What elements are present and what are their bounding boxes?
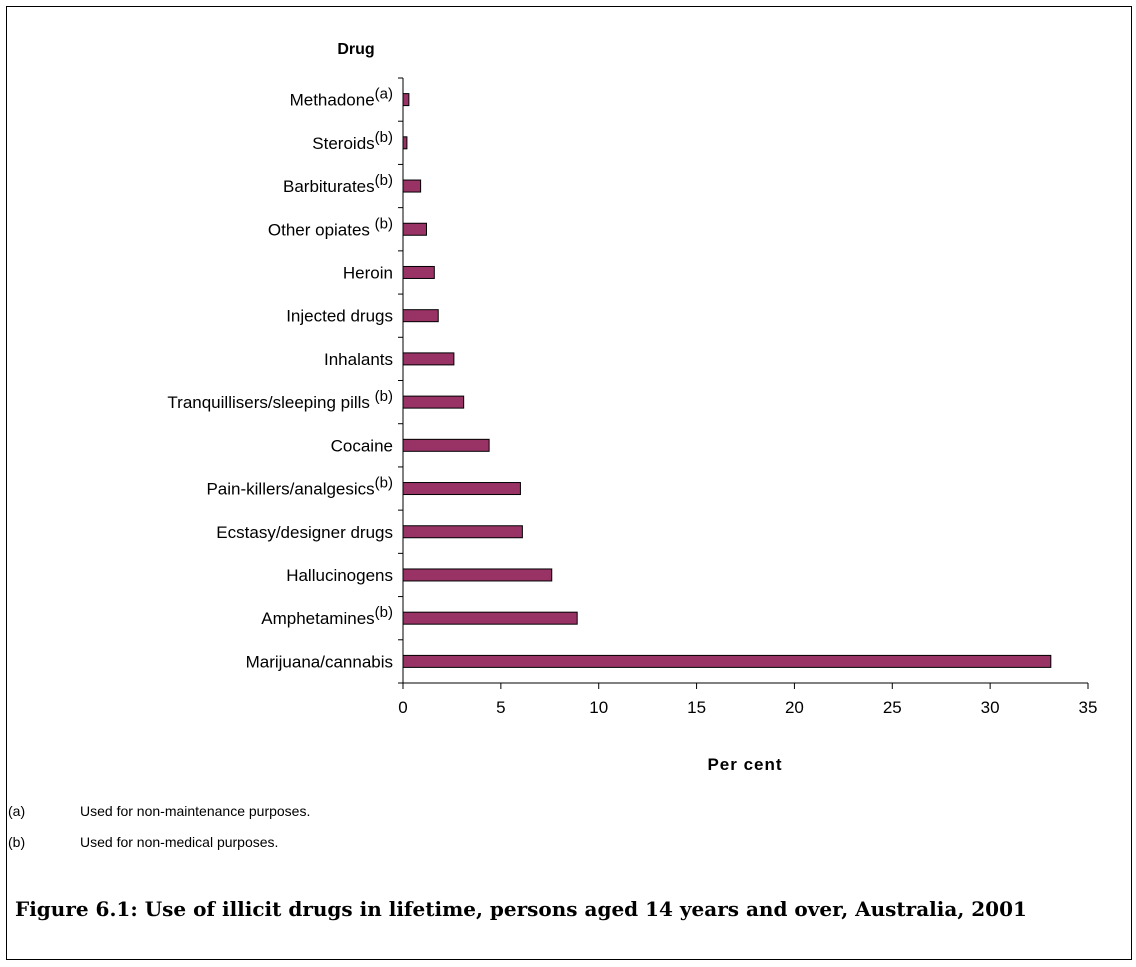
category-label: Hallucinogens (286, 566, 393, 585)
bar (402, 654, 1052, 668)
bar (402, 568, 553, 582)
footnote-b-marker: (b) (8, 834, 26, 850)
category-label: Heroin (343, 263, 393, 282)
figure-caption: Figure 6.1: Use of illicit drugs in life… (15, 897, 1027, 921)
footnote-a-text: Used for non-maintenance purposes. (80, 803, 311, 819)
category-label: Barbiturates(b) (283, 172, 393, 196)
bar (402, 611, 578, 625)
category-label: Other opiates (b) (268, 215, 393, 239)
category-label: Methadone(a) (290, 86, 393, 110)
footnote-a-marker: (a) (8, 803, 26, 819)
footnote-b-text: Used for non-medical purposes. (80, 834, 279, 850)
x-tick-label: 15 (687, 698, 706, 717)
figure-frame (6, 6, 1132, 960)
bar (402, 438, 490, 452)
x-tick-label: 35 (1079, 698, 1098, 717)
bar (402, 179, 422, 193)
bar (402, 352, 455, 366)
category-label: Inhalants (324, 350, 393, 369)
x-tick-label: 0 (398, 698, 407, 717)
category-label: Cocaine (331, 436, 393, 455)
bar (402, 395, 465, 409)
category-label: Injected drugs (286, 307, 393, 326)
x-tick-label: 30 (981, 698, 1000, 717)
bar (402, 482, 521, 496)
category-label: Ecstasy/designer drugs (216, 523, 393, 542)
bar (402, 222, 427, 236)
bar-chart: 0 5 10 15 20 25 30 35 Methadone(a) Steroids(b) Ba… (167, 41, 1098, 774)
category-label: Pain-killers/analgesics(b) (206, 475, 393, 499)
x-tick-label: 25 (883, 698, 902, 717)
bar (402, 136, 408, 150)
category-label: Marijuana/cannabis (246, 652, 393, 671)
bar (402, 265, 435, 279)
bar (402, 309, 439, 323)
bar (402, 93, 410, 107)
x-axis-title: Per cent (707, 755, 782, 774)
x-tick-label: 10 (589, 698, 608, 717)
category-label: Steroids(b) (312, 129, 393, 153)
bars-group (402, 93, 1052, 668)
labels-group: Methadone(a) Steroids(b) Barbiturates(b) Ot… (167, 86, 393, 672)
category-label: Amphetamines(b) (261, 604, 393, 628)
category-label: Tranquillisers/sleeping pills (b) (167, 388, 393, 412)
bar (402, 525, 523, 539)
x-tick-label: 5 (496, 698, 505, 717)
x-tick-label: 20 (785, 698, 804, 717)
y-axis-title: Drug (337, 41, 374, 58)
axes-group: 0 5 10 15 20 25 30 35 (398, 77, 1098, 717)
